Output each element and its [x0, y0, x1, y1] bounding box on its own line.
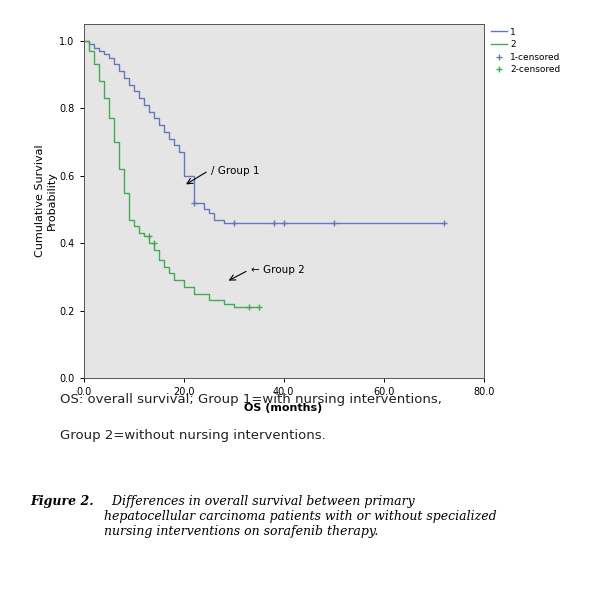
1-censored	[230, 220, 237, 227]
1-censored	[330, 220, 337, 227]
Text: Group 2=without nursing interventions.: Group 2=without nursing interventions.	[60, 429, 325, 442]
1	[105, 54, 112, 61]
1	[80, 37, 87, 44]
2	[80, 37, 87, 44]
1	[150, 108, 157, 115]
Line: 1-censored: 1-censored	[190, 199, 447, 226]
Legend: 1, 2, 1-censored, 2-censored: 1, 2, 1-censored, 2-censored	[488, 24, 564, 78]
Text: Figure 2.: Figure 2.	[30, 495, 94, 508]
Line: 2: 2	[84, 41, 259, 307]
1	[440, 220, 447, 227]
1-censored	[280, 220, 287, 227]
1	[100, 51, 107, 58]
Text: / Group 1: / Group 1	[211, 166, 260, 176]
2	[120, 166, 127, 173]
2	[110, 115, 117, 122]
1-censored	[440, 220, 447, 227]
Line: 1: 1	[84, 41, 444, 223]
1-censored	[270, 220, 277, 227]
1	[230, 220, 237, 227]
1-censored	[190, 199, 197, 206]
Text: Differences in overall survival between primary
hepatocellular carcinoma patient: Differences in overall survival between …	[104, 495, 497, 538]
1	[330, 220, 337, 227]
2-censored	[145, 233, 152, 240]
X-axis label: OS (months): OS (months)	[244, 403, 323, 413]
1	[220, 220, 227, 227]
2	[230, 304, 237, 311]
Line: 2-censored: 2-censored	[145, 233, 262, 311]
2	[120, 189, 127, 196]
1	[155, 122, 162, 129]
Text: OS: overall survival; Group 1=with nursing interventions,: OS: overall survival; Group 1=with nursi…	[60, 393, 442, 406]
2-censored	[150, 239, 157, 247]
Text: ← Group 2: ← Group 2	[251, 265, 305, 275]
2-censored	[245, 304, 252, 311]
2	[165, 263, 172, 271]
2	[255, 304, 262, 311]
2	[255, 304, 262, 311]
Y-axis label: Cumulative Survival
Probability: Cumulative Survival Probability	[35, 145, 56, 257]
2-censored	[255, 304, 262, 311]
2	[170, 277, 177, 284]
